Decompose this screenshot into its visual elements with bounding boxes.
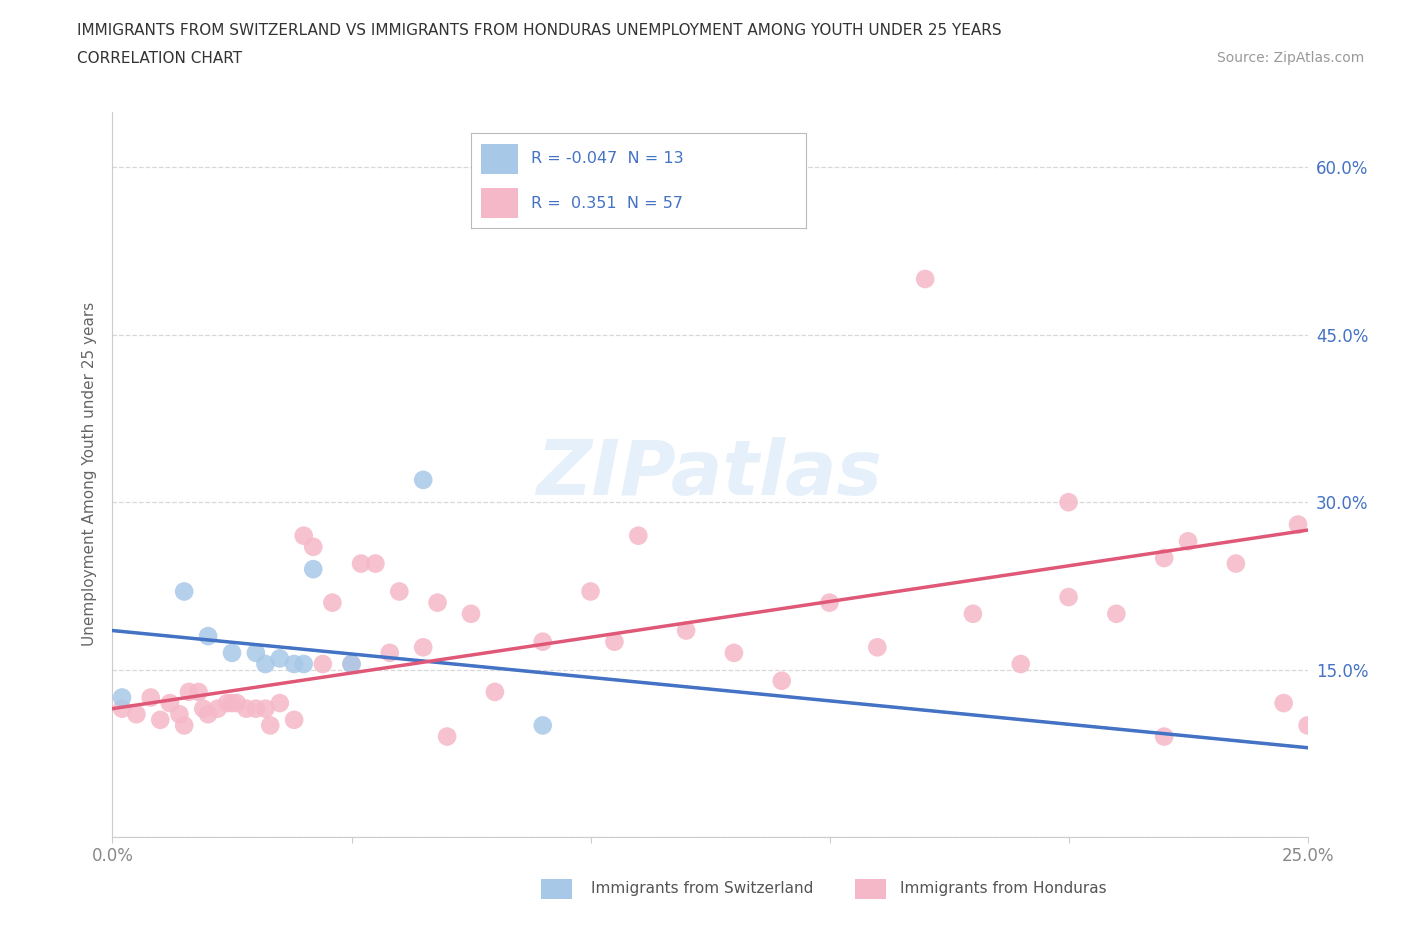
Point [159,696,181,711]
Point [177,684,200,699]
Point [412,640,434,655]
Point [378,645,401,660]
Point [187,684,209,699]
Point [221,645,243,660]
Text: ZIPatlas: ZIPatlas [537,437,883,512]
Point [225,696,247,711]
Text: CORRELATION CHART: CORRELATION CHART [77,51,242,66]
Text: Immigrants from Honduras: Immigrants from Honduras [900,881,1107,896]
Text: Source: ZipAtlas.com: Source: ZipAtlas.com [1216,51,1364,65]
Point [914,272,936,286]
Point [436,729,458,744]
Text: IMMIGRANTS FROM SWITZERLAND VS IMMIGRANTS FROM HONDURAS UNEMPLOYMENT AMONG YOUTH: IMMIGRANTS FROM SWITZERLAND VS IMMIGRANT… [77,23,1002,38]
Point [770,673,793,688]
Point [579,584,602,599]
Point [207,701,229,716]
Point [866,640,889,655]
Point [460,606,482,621]
Point [340,657,363,671]
Point [302,539,325,554]
Point [312,657,335,671]
Point [531,718,554,733]
Point [125,707,148,722]
Point [193,701,215,716]
Point [350,556,373,571]
Point [1296,718,1319,733]
Point [302,562,325,577]
Point [627,528,650,543]
Point [675,623,697,638]
Point [340,657,363,671]
Point [1010,657,1032,671]
Point [245,645,267,660]
Point [259,718,281,733]
Point [1272,696,1295,711]
Point [283,657,305,671]
Point [388,584,411,599]
Point [1153,551,1175,565]
Point [1153,729,1175,744]
Y-axis label: Unemployment Among Youth under 25 years: Unemployment Among Youth under 25 years [82,302,97,646]
Point [254,657,277,671]
Point [723,645,745,660]
Point [217,696,239,711]
Point [1057,495,1080,510]
Point [173,718,195,733]
Point [603,634,626,649]
Text: Immigrants from Switzerland: Immigrants from Switzerland [591,881,813,896]
Point [269,651,291,666]
Point [321,595,343,610]
Point [111,701,134,716]
Point [484,684,506,699]
Point [292,528,315,543]
Point [197,707,219,722]
Point [292,657,315,671]
Point [139,690,162,705]
Point [254,701,277,716]
Point [269,696,291,711]
Point [235,701,257,716]
Point [1105,606,1128,621]
Point [149,712,172,727]
Point [245,701,267,716]
Point [169,707,191,722]
Point [283,712,305,727]
Point [1177,534,1199,549]
Point [531,634,554,649]
Point [111,690,134,705]
Point [962,606,984,621]
Point [173,584,195,599]
Point [426,595,449,610]
Point [412,472,434,487]
Point [1225,556,1247,571]
Point [1057,590,1080,604]
Point [221,696,243,711]
Point [197,629,219,644]
Point [364,556,387,571]
Point [1286,517,1309,532]
Point [818,595,841,610]
